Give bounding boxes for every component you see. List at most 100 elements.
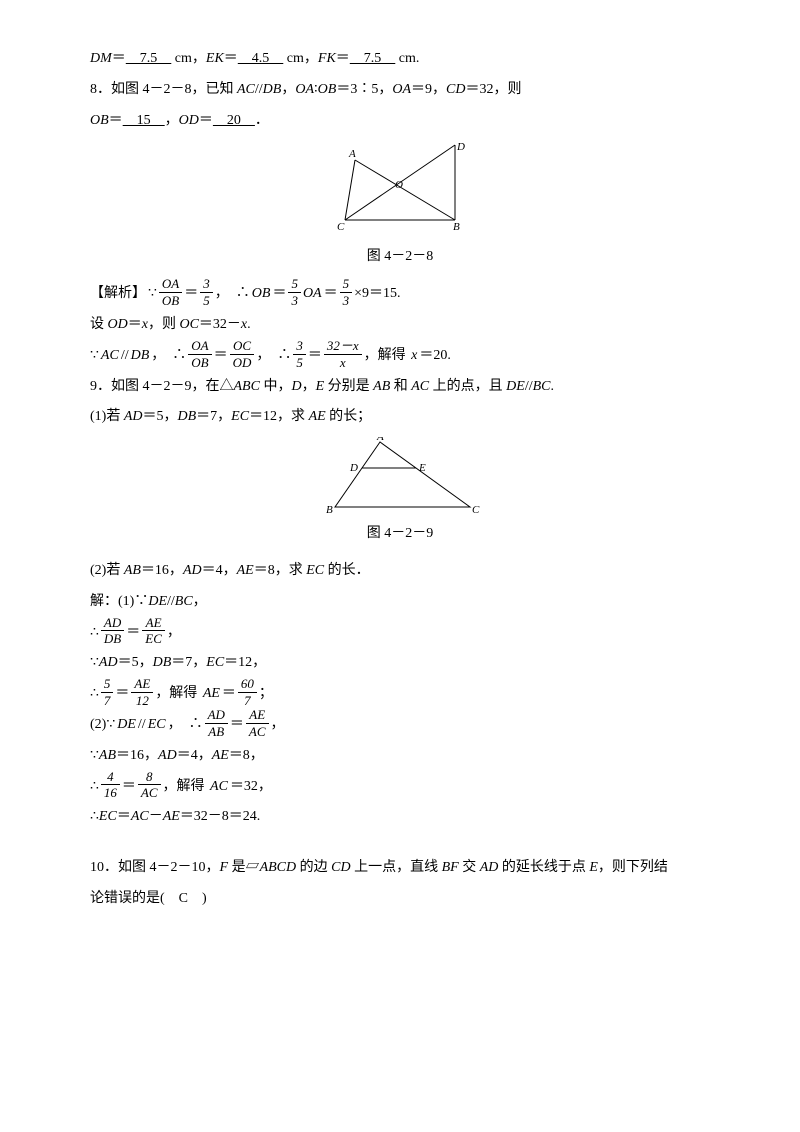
bc: BC xyxy=(175,594,193,609)
therefore: ， ∴ xyxy=(151,341,186,372)
text: 8．如图 4－2－8，已知 xyxy=(90,82,237,97)
text: ＝12，求 xyxy=(249,409,309,424)
because: ∵ xyxy=(148,279,157,310)
eq: ＝ xyxy=(117,809,131,824)
den: 16 xyxy=(101,785,120,800)
eq: ＝ xyxy=(308,341,322,372)
ae: AE xyxy=(309,409,326,424)
num: 5 xyxy=(288,277,301,293)
svg-text:D: D xyxy=(456,141,465,153)
cm: cm， xyxy=(283,51,318,66)
svg-text:B: B xyxy=(453,221,460,233)
therefore: ， ∴ xyxy=(215,279,250,310)
e: E xyxy=(316,379,325,394)
q9-given1: ∵AD＝5，DB＝7，EC＝12， xyxy=(90,648,710,679)
den: OB xyxy=(188,355,211,370)
ob: OB xyxy=(318,82,337,97)
text: ＝8，求 xyxy=(254,563,307,578)
ob: OB xyxy=(252,279,271,310)
cm: cm， xyxy=(171,51,206,66)
ec: EC xyxy=(306,563,324,578)
frac-ae-ec: AEEC xyxy=(142,616,165,646)
den: DB xyxy=(101,631,124,646)
num: 5 xyxy=(101,677,114,693)
abcd: ABCD xyxy=(260,860,297,875)
q10-line2: 论错误的是( C ) xyxy=(90,884,710,915)
ob-answer: 15 xyxy=(123,113,165,128)
frac-3-5: 35 xyxy=(200,277,213,307)
q9-sub1: (1)若 AD＝5，DB＝7，EC＝12，求 AE 的长； xyxy=(90,402,710,433)
result: ×9＝15. xyxy=(354,279,400,310)
q8-figure: A C B D O xyxy=(90,140,710,240)
text: ＝5， xyxy=(143,409,178,424)
eq: ＝ xyxy=(122,772,136,803)
frac-3-5b: 35 xyxy=(293,339,306,369)
q8-set-od: 设 OD＝x，则 OC＝32－x. xyxy=(90,310,710,341)
num: OA xyxy=(188,339,211,355)
text: ，解得 xyxy=(364,341,410,372)
bf: BF xyxy=(442,860,459,875)
q9-sub2: (2)若 AB＝16，AD＝4，AE＝8，求 EC 的长． xyxy=(90,556,710,587)
text: ，解得 xyxy=(163,772,209,803)
ad: AD xyxy=(99,655,118,670)
page: DM＝ 7.5 cm，EK＝ 4.5 cm，FK＝ 7.5 cm. 8．如图 4… xyxy=(0,0,800,1132)
dot: . xyxy=(247,317,251,332)
ae: AE xyxy=(203,679,220,710)
num: 8 xyxy=(138,770,161,786)
ac: AC xyxy=(210,772,228,803)
ab: AB xyxy=(124,563,141,578)
frac-oc-od: OCOD xyxy=(230,339,255,369)
e: E xyxy=(589,860,598,875)
q8-analysis-line1: 【解析】 ∵ OAOB ＝ 35 ， ∴ OB ＝ 53 OA ＝ 53 ×9＝… xyxy=(90,279,710,310)
eq: ＝ xyxy=(224,51,238,66)
ad: AD xyxy=(158,748,177,763)
num: 3 xyxy=(293,339,306,355)
q9-svg: A B C D E xyxy=(320,437,480,517)
ad: AD xyxy=(183,563,202,578)
text: 上的点，且 xyxy=(429,379,506,394)
od-answer: 20 xyxy=(213,113,255,128)
text: ，则 xyxy=(148,317,180,332)
ec: EC xyxy=(99,809,117,824)
oa: OA xyxy=(303,279,322,310)
q9-solution-head: 解：(1)∵DE//BC， xyxy=(90,587,710,618)
eq: ＝ xyxy=(115,679,129,710)
ec: EC xyxy=(206,655,224,670)
eq: ＝ xyxy=(184,279,198,310)
q9-solve2: ∴ 416 ＝ 8AC ，解得 AC ＝32， xyxy=(90,772,710,803)
den: AC xyxy=(246,724,269,739)
parallel: // xyxy=(121,341,129,372)
svg-text:C: C xyxy=(337,221,345,233)
q8-analysis-line3: ∵ AC // DB ， ∴ OAOB ＝ OCOD ， ∴ 35 ＝ 32－x… xyxy=(90,341,710,372)
oa: OA xyxy=(295,82,314,97)
num: 4 xyxy=(101,770,120,786)
frac-5-3: 53 xyxy=(288,277,301,307)
text: ＝8， xyxy=(229,748,264,763)
ae: AE xyxy=(237,563,254,578)
text: ，则下列结 xyxy=(598,860,668,875)
q8-prompt-line2: OB＝ 15 ，OD＝ 20 ． xyxy=(90,106,710,137)
svg-text:O: O xyxy=(395,179,403,191)
frac-4-16: 416 xyxy=(101,770,120,800)
svg-text:D: D xyxy=(349,462,358,474)
eq: ＝ xyxy=(199,113,213,128)
eq: ＝ xyxy=(324,279,338,310)
den: 7 xyxy=(238,693,257,708)
num: AE xyxy=(246,708,269,724)
ac: AC xyxy=(131,809,149,824)
comma: ， xyxy=(271,710,285,741)
result: ＝20. xyxy=(419,341,451,372)
text: (2)∵ xyxy=(90,710,115,741)
den: OD xyxy=(230,355,255,370)
q8-svg: A C B D O xyxy=(325,140,475,240)
analysis-label: 【解析】 xyxy=(90,279,146,310)
parallel: // xyxy=(525,379,533,394)
svg-text:B: B xyxy=(326,504,333,516)
den: 3 xyxy=(288,293,301,308)
text: ＝32， xyxy=(230,772,272,803)
oa: OA xyxy=(392,82,411,97)
q10-line1: 10．如图 4－2－10，F 是▱ABCD 的边 CD 上一点，直线 BF 交 … xyxy=(90,853,710,884)
because: ∵ xyxy=(90,341,99,372)
therefore: ∴ xyxy=(90,679,99,710)
therefore: ∴ xyxy=(90,772,99,803)
